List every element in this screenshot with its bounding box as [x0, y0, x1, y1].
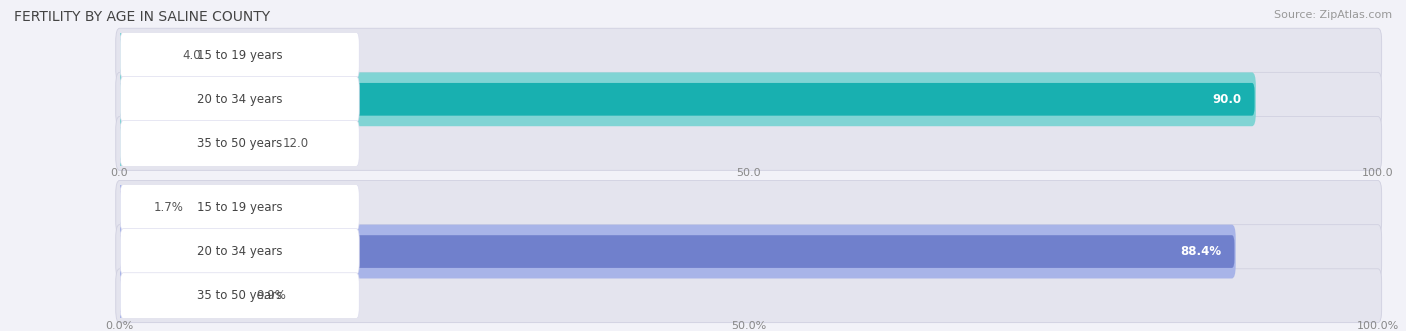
FancyBboxPatch shape	[117, 191, 143, 224]
FancyBboxPatch shape	[117, 39, 173, 71]
Text: 35 to 50 years: 35 to 50 years	[197, 137, 283, 150]
Text: 15 to 19 years: 15 to 19 years	[197, 201, 283, 214]
Text: 90.0: 90.0	[1213, 93, 1241, 106]
FancyBboxPatch shape	[117, 127, 273, 160]
FancyBboxPatch shape	[115, 269, 1382, 323]
FancyBboxPatch shape	[120, 273, 359, 319]
FancyBboxPatch shape	[120, 32, 359, 78]
FancyBboxPatch shape	[115, 117, 1382, 170]
FancyBboxPatch shape	[115, 180, 1382, 234]
Text: 20 to 34 years: 20 to 34 years	[197, 245, 283, 258]
Text: 88.4%: 88.4%	[1181, 245, 1222, 258]
Text: 1.7%: 1.7%	[153, 201, 183, 214]
FancyBboxPatch shape	[115, 28, 173, 82]
FancyBboxPatch shape	[117, 83, 1254, 116]
Text: 35 to 50 years: 35 to 50 years	[197, 289, 283, 302]
Text: 9.9%: 9.9%	[257, 289, 287, 302]
Text: 20 to 34 years: 20 to 34 years	[197, 93, 283, 106]
FancyBboxPatch shape	[115, 180, 145, 234]
FancyBboxPatch shape	[115, 28, 1382, 82]
FancyBboxPatch shape	[120, 184, 359, 230]
FancyBboxPatch shape	[117, 235, 1234, 268]
FancyBboxPatch shape	[120, 76, 359, 122]
FancyBboxPatch shape	[115, 117, 274, 170]
Text: Source: ZipAtlas.com: Source: ZipAtlas.com	[1274, 10, 1392, 20]
Text: 15 to 19 years: 15 to 19 years	[197, 49, 283, 62]
FancyBboxPatch shape	[120, 120, 359, 166]
Text: 12.0: 12.0	[283, 137, 309, 150]
FancyBboxPatch shape	[115, 72, 1256, 126]
FancyBboxPatch shape	[115, 225, 1382, 278]
Text: 4.0: 4.0	[183, 49, 201, 62]
FancyBboxPatch shape	[117, 279, 246, 312]
FancyBboxPatch shape	[115, 225, 1236, 278]
FancyBboxPatch shape	[120, 229, 359, 274]
FancyBboxPatch shape	[115, 72, 1382, 126]
FancyBboxPatch shape	[115, 269, 247, 323]
Text: FERTILITY BY AGE IN SALINE COUNTY: FERTILITY BY AGE IN SALINE COUNTY	[14, 10, 270, 24]
